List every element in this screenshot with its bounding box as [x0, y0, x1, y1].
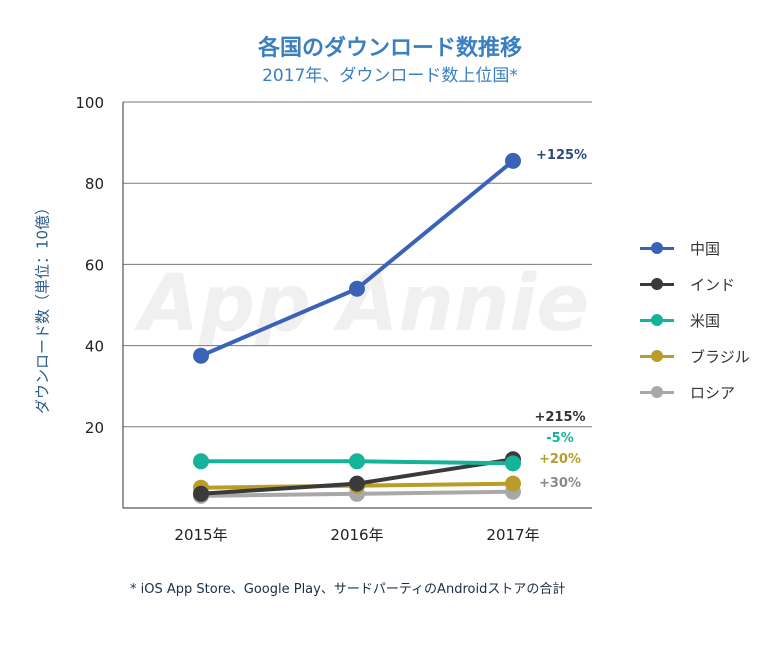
footnote: * iOS App Store、Google Play、サードパーティのAndr…: [130, 582, 566, 597]
data-point: [505, 152, 521, 169]
legend-label: 中国: [690, 239, 721, 258]
change-label: +215%: [534, 410, 585, 425]
change-label: +20%: [539, 452, 581, 467]
y-tick-label: 100: [75, 94, 104, 112]
data-point: [349, 280, 365, 297]
legend-item: ロシア: [640, 374, 750, 410]
legend-swatch: [640, 277, 674, 291]
data-point: [349, 475, 365, 492]
data-point: [505, 475, 521, 492]
legend: 中国インド米国ブラジルロシア: [640, 230, 750, 410]
data-point: [193, 347, 209, 364]
x-tick-label: 2017年: [486, 526, 539, 544]
legend-label: インド: [690, 275, 736, 294]
chart-title: 各国のダウンロード数推移: [257, 36, 522, 61]
data-point: [193, 485, 209, 502]
data-point: [505, 455, 521, 472]
legend-label: ブラジル: [690, 347, 750, 366]
data-point: [349, 453, 365, 470]
legend-label: ロシア: [690, 383, 736, 402]
legend-item: ブラジル: [640, 338, 750, 374]
y-tick-label: 60: [85, 256, 104, 274]
legend-swatch: [640, 385, 674, 399]
legend-label: 米国: [690, 311, 721, 330]
watermark: App Annie: [133, 259, 589, 349]
data-point: [193, 453, 209, 470]
x-tick-label: 2016年: [330, 526, 383, 544]
y-tick-label: 40: [85, 338, 104, 356]
change-label: +30%: [539, 476, 581, 491]
legend-swatch: [640, 241, 674, 255]
legend-item: インド: [640, 266, 750, 302]
change-label: +125%: [536, 148, 587, 163]
change-label: -5%: [546, 431, 573, 446]
legend-item: 中国: [640, 230, 750, 266]
y-tick-label: 80: [85, 175, 104, 193]
legend-swatch: [640, 349, 674, 363]
legend-swatch: [640, 313, 674, 327]
chart-subtitle: 2017年、ダウンロード数上位国*: [262, 66, 518, 86]
x-tick-label: 2015年: [174, 526, 227, 544]
y-tick-label: 20: [85, 419, 104, 437]
legend-item: 米国: [640, 302, 750, 338]
